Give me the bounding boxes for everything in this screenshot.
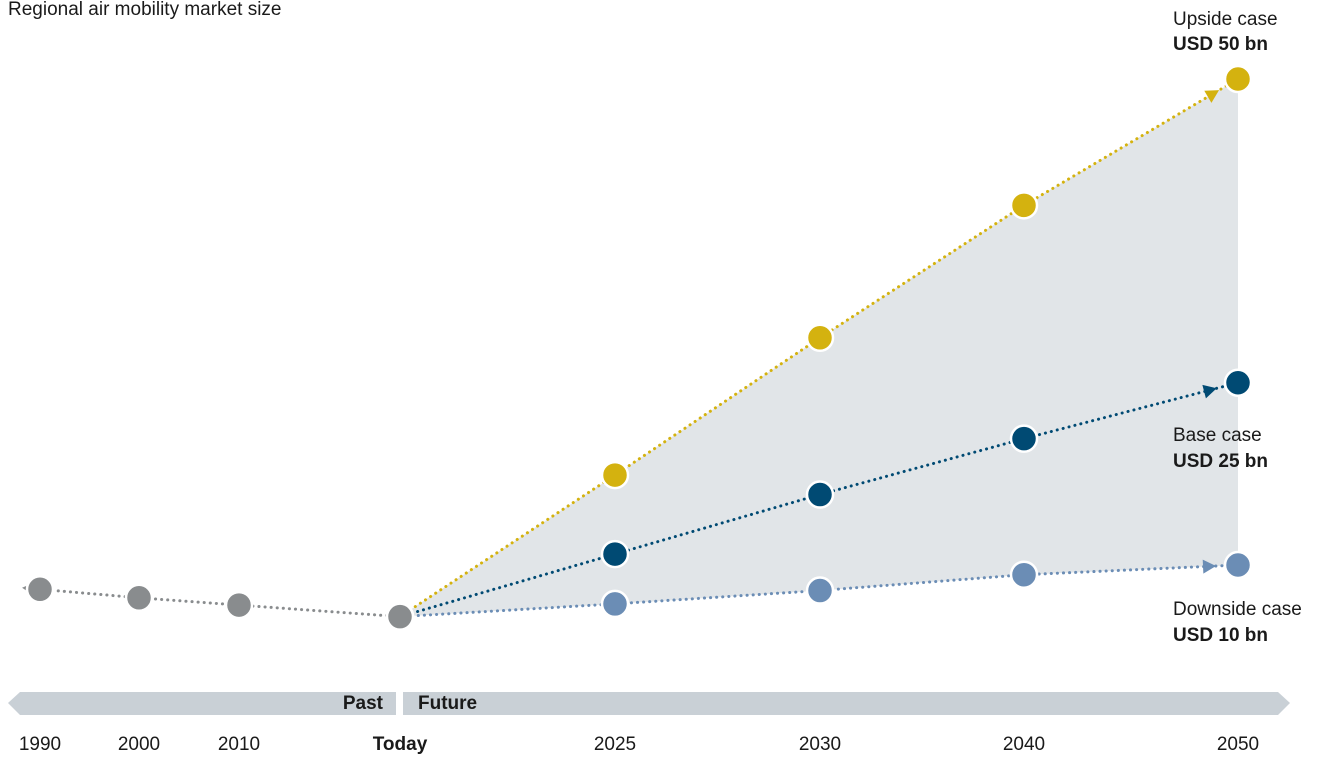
data-point [805,480,835,509]
data-point [600,589,630,619]
x-tick-label: Today [373,734,428,755]
data-point [1223,368,1253,397]
series-line [398,77,1240,619]
data-point [385,602,415,631]
data-point [1009,560,1039,589]
past-label: Past [343,693,384,714]
data-point [805,323,835,353]
x-tick-label: 2000 [118,734,160,755]
data-point [124,583,154,613]
data-point [805,576,835,605]
arrowhead [1202,384,1217,399]
past-bar [8,692,396,715]
future-label: Future [418,693,477,714]
x-tick-label: 2050 [1217,734,1259,755]
future-bar [403,692,1290,715]
x-tick-label: 2025 [594,734,636,755]
timeline: Past Future [8,692,1290,715]
x-tick-label: 2040 [1003,734,1045,755]
data-point [600,460,630,490]
data-point [1009,424,1039,453]
data-point [1223,550,1253,580]
chart-title: Regional air mobility market size [8,0,282,20]
arrowhead [1204,90,1220,103]
value-label: USD 25 bn [1173,451,1268,472]
x-tick-label: 1990 [19,734,61,755]
x-tick-label: 2030 [799,734,841,755]
series-name: Upside case [1173,9,1278,30]
data-point [1223,64,1253,94]
series-name: Downside case [1173,599,1302,620]
data-point [25,575,55,604]
series-line [38,587,402,619]
data-point [1009,191,1039,220]
data-point [600,539,630,569]
series-name: Base case [1173,425,1262,446]
value-label: USD 50 bn [1173,34,1268,55]
data-point [224,590,254,620]
value-label: USD 10 bn [1173,625,1268,646]
arrowhead [1202,559,1217,574]
x-tick-label: 2010 [218,734,260,755]
